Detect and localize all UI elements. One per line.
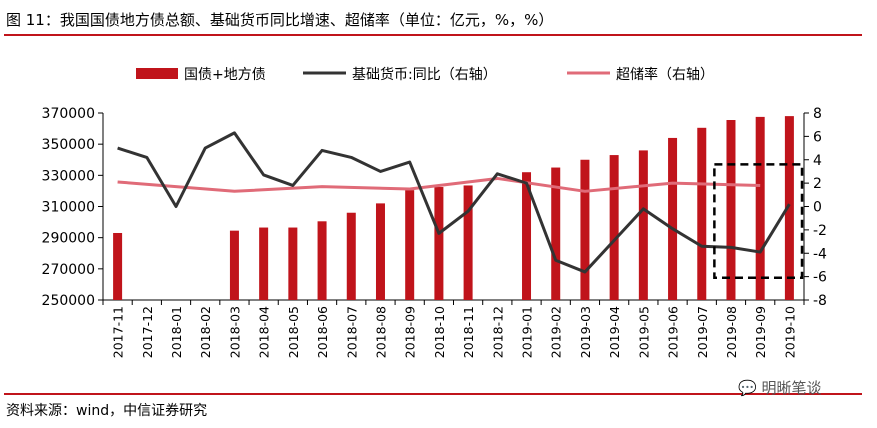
bar-2018-04 <box>259 227 269 300</box>
x-tick-label: 2018-05 <box>286 306 301 358</box>
bar-2019-07 <box>697 127 707 300</box>
chart-title: 图 11：我国国债地方债总额、基础货币同比增速、超储率（单位：亿元，%，%） <box>6 11 554 29</box>
highlight-dashed-box <box>713 163 804 280</box>
x-tick-label: 2019-03 <box>578 306 593 358</box>
legend-label-base-money: 基础货币:同比（右轴） <box>352 66 497 83</box>
x-tick-label: 2018-11 <box>461 306 476 358</box>
right-tick-label: -6 <box>813 270 827 286</box>
right-tick-label: 8 <box>813 106 822 122</box>
x-tick-label: 2018-08 <box>373 306 388 358</box>
source-note: 资料来源：wind，中信证券研究 <box>6 403 208 419</box>
footer-divider <box>4 393 862 395</box>
bar-2017-11 <box>113 232 123 300</box>
bar-2019-08 <box>726 120 736 300</box>
right-tick-label: 4 <box>813 153 822 169</box>
bar-2018-11 <box>463 185 473 300</box>
x-tick-label: 2018-03 <box>227 306 242 358</box>
x-tick-label: 2019-06 <box>666 306 681 358</box>
x-tick-label: 2019-09 <box>753 306 768 358</box>
x-tick-label: 2019-07 <box>695 306 710 358</box>
x-tick-label: 2019-05 <box>636 306 651 358</box>
bar-2019-02 <box>551 167 561 300</box>
left-tick-label: 270000 <box>42 262 95 278</box>
line-base-money <box>117 131 791 274</box>
x-tick-label: 2018-12 <box>490 306 505 358</box>
x-tick-label: 2017-11 <box>111 306 126 358</box>
right-tick-label: -8 <box>813 293 827 309</box>
legend-swatch-bonds <box>136 68 178 79</box>
axes <box>98 112 809 305</box>
bar-2018-05 <box>288 227 298 300</box>
left-tick-label: 330000 <box>42 168 95 184</box>
right-tick-label: 2 <box>813 176 822 192</box>
right-tick-label: 0 <box>813 200 822 216</box>
x-tick-label: 2019-01 <box>520 306 535 358</box>
bar-2018-07 <box>346 212 356 300</box>
legend: 国债+地方债 基础货币:同比（右轴） 超储率（右轴） <box>136 66 714 83</box>
bar-2019-03 <box>580 159 590 300</box>
right-tick-label: -4 <box>813 246 827 262</box>
left-tick-label: 290000 <box>42 231 95 247</box>
x-tick-label: 2018-07 <box>344 306 359 358</box>
legend-label-bonds: 国债+地方债 <box>184 67 266 83</box>
x-tick-label: 2018-10 <box>432 306 447 358</box>
left-tick-label: 310000 <box>42 200 95 216</box>
bar-2019-10 <box>784 116 794 300</box>
x-tick-label: 2018-04 <box>257 306 272 358</box>
bar-2019-05 <box>638 150 648 300</box>
x-tick-label: 2018-09 <box>403 306 418 358</box>
bar-2018-09 <box>405 190 415 300</box>
bar-2019-04 <box>609 155 619 300</box>
left-tick-label: 250000 <box>42 293 95 309</box>
line-series <box>117 131 791 274</box>
x-tick-label: 2017-12 <box>140 306 155 358</box>
x-tick-label: 2019-04 <box>607 306 622 358</box>
tick-labels: 250000 270000 290000 310000 330000 350000 3700… <box>42 106 828 358</box>
x-tick-label: 2019-08 <box>724 306 739 358</box>
bar-2019-06 <box>668 137 678 300</box>
right-tick-label: -2 <box>813 223 827 239</box>
bar-2018-08 <box>375 203 385 300</box>
x-tick-label: 2019-02 <box>549 306 564 358</box>
line-excess-reserve <box>117 176 761 193</box>
watermark-text: 明晰笔谈 <box>761 379 822 397</box>
legend-label-excess-reserve: 超储率（右轴） <box>616 66 714 83</box>
left-tick-label: 370000 <box>42 106 95 122</box>
left-tick-label: 350000 <box>42 137 95 153</box>
bar-2018-03 <box>229 230 239 300</box>
watermark: 💬 明晰笔谈 <box>738 377 821 398</box>
bar-series-bonds <box>113 116 794 300</box>
bar-2019-09 <box>755 116 765 300</box>
bar-2018-06 <box>317 221 327 300</box>
x-tick-label: 2018-06 <box>315 306 330 358</box>
x-tick-label: 2018-02 <box>198 306 213 358</box>
x-tick-label: 2018-01 <box>169 306 184 358</box>
x-tick-label: 2019-10 <box>782 306 797 358</box>
wechat-icon: 💬 <box>738 379 757 397</box>
bar-2019-01 <box>522 172 532 300</box>
title-divider <box>4 34 862 36</box>
bar-2018-10 <box>434 187 444 300</box>
right-tick-label: 6 <box>813 129 822 145</box>
